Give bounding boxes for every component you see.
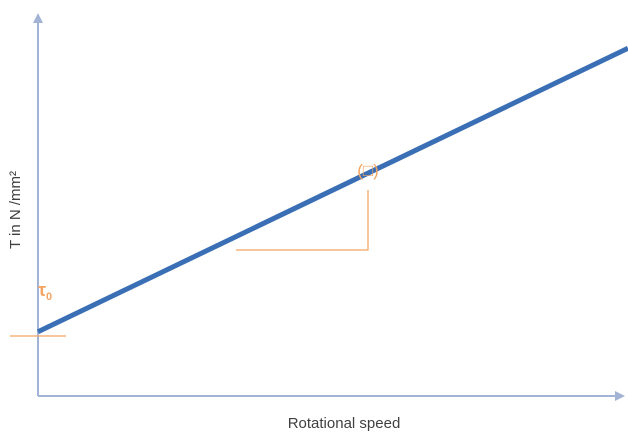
slope-label: (□): [357, 161, 379, 180]
series-line: [36, 45, 628, 334]
intercept-label-main: τ: [38, 280, 46, 300]
x-axis-label: Rotational speed: [288, 415, 401, 432]
intercept-label-sub: 0: [46, 291, 52, 303]
y-axis-label: T in N /mm²: [7, 171, 24, 249]
slope-triangle: [236, 190, 369, 251]
intercept-label: τ0: [38, 280, 52, 303]
